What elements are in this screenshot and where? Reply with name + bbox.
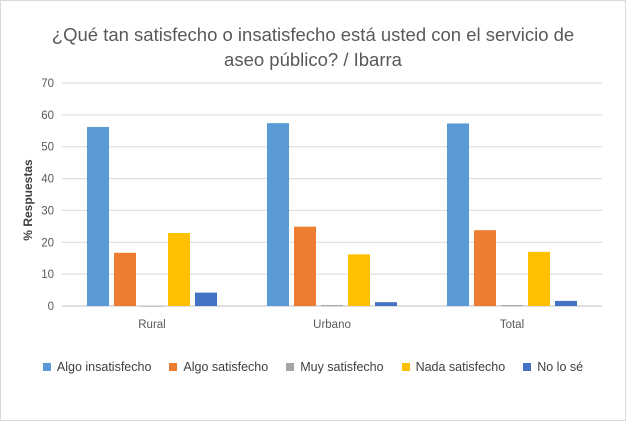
legend-item: Algo insatisfecho <box>42 360 152 374</box>
legend-swatch <box>42 363 51 371</box>
bar <box>447 123 469 306</box>
x-tick-label: Total <box>500 319 524 331</box>
legend-swatch <box>401 363 410 371</box>
bar <box>375 302 397 306</box>
x-tick-label: Rural <box>138 319 165 331</box>
bar <box>141 306 163 307</box>
y-tick-label: 70 <box>41 78 54 90</box>
legend-item: Algo satisfecho <box>169 360 268 374</box>
y-tick-label: 50 <box>41 142 54 154</box>
bar <box>348 254 370 306</box>
legend-swatch <box>169 363 178 371</box>
y-tick-label: 30 <box>41 205 54 217</box>
legend-item: Muy satisfecho <box>286 360 384 374</box>
y-tick-label: 10 <box>41 269 54 281</box>
legend-label: Algo satisfecho <box>183 360 269 374</box>
y-tick-label: 20 <box>41 237 54 249</box>
bar <box>501 305 523 306</box>
bar <box>294 226 316 306</box>
bar <box>267 123 289 306</box>
legend-swatch <box>286 363 295 371</box>
legend-label: Algo insatisfecho <box>56 360 152 374</box>
legend-swatch <box>523 363 532 371</box>
y-tick-label: 0 <box>48 301 54 313</box>
x-tick-label: Urbano <box>313 319 351 331</box>
y-tick-label: 60 <box>41 110 54 122</box>
chart-title: ¿Qué tan satisfecho o insatisfecho está … <box>51 24 575 70</box>
bar <box>321 305 343 306</box>
bar <box>87 126 109 306</box>
bar <box>114 252 136 306</box>
legend-label: No lo sé <box>537 360 584 374</box>
legend: Algo insatisfecho Algo satisfecho Muy sati… <box>0 360 626 374</box>
legend-label: Muy satisfecho <box>300 360 384 374</box>
y-tick-label: 40 <box>41 174 54 186</box>
bar <box>555 300 577 306</box>
bar <box>195 292 217 306</box>
bar <box>168 233 190 306</box>
bar <box>474 230 496 306</box>
legend-item: Nada satisfecho <box>401 360 506 374</box>
bar <box>528 251 550 306</box>
legend-item: No lo sé <box>523 360 583 374</box>
legend-label: Nada satisfecho <box>415 360 506 374</box>
